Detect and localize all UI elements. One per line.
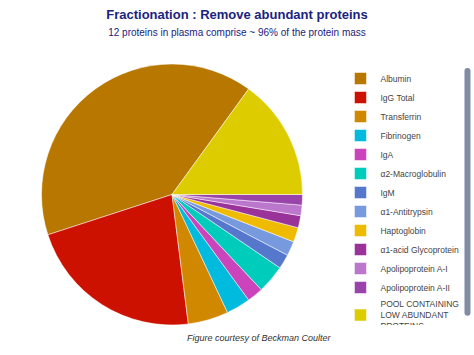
svg-text:Figure courtesy of Beckman Cou: Figure courtesy of Beckman Coulter (187, 333, 332, 343)
svg-text:α1-acid Glycoprotein: α1-acid Glycoprotein (380, 245, 458, 255)
svg-text:Haptoglobin: Haptoglobin (380, 226, 426, 236)
svg-text:α1-Antitrypsin: α1-Antitrypsin (380, 207, 432, 217)
svg-text:α2-Macroglobulin: α2-Macroglobulin (380, 169, 446, 179)
svg-text:IgG Total: IgG Total (380, 93, 414, 103)
svg-text:Albumin: Albumin (380, 74, 411, 84)
svg-text:Apolipoprotein A-II: Apolipoprotein A-II (380, 283, 449, 293)
svg-text:Transferrin: Transferrin (380, 112, 421, 122)
svg-text:Fractionation : Remove abundan: Fractionation : Remove abundant proteins… (106, 7, 367, 38)
svg-text:IgM: IgM (380, 188, 394, 198)
svg-text:Fibrinogen: Fibrinogen (380, 131, 420, 141)
svg-text:IgA: IgA (380, 150, 393, 160)
svg-text:POOL CONTAININGLOW ABUNDANTPRO: POOL CONTAININGLOW ABUNDANTPROTEINS (380, 299, 458, 325)
svg-text:Apolipoprotein A-I: Apolipoprotein A-I (380, 264, 447, 274)
